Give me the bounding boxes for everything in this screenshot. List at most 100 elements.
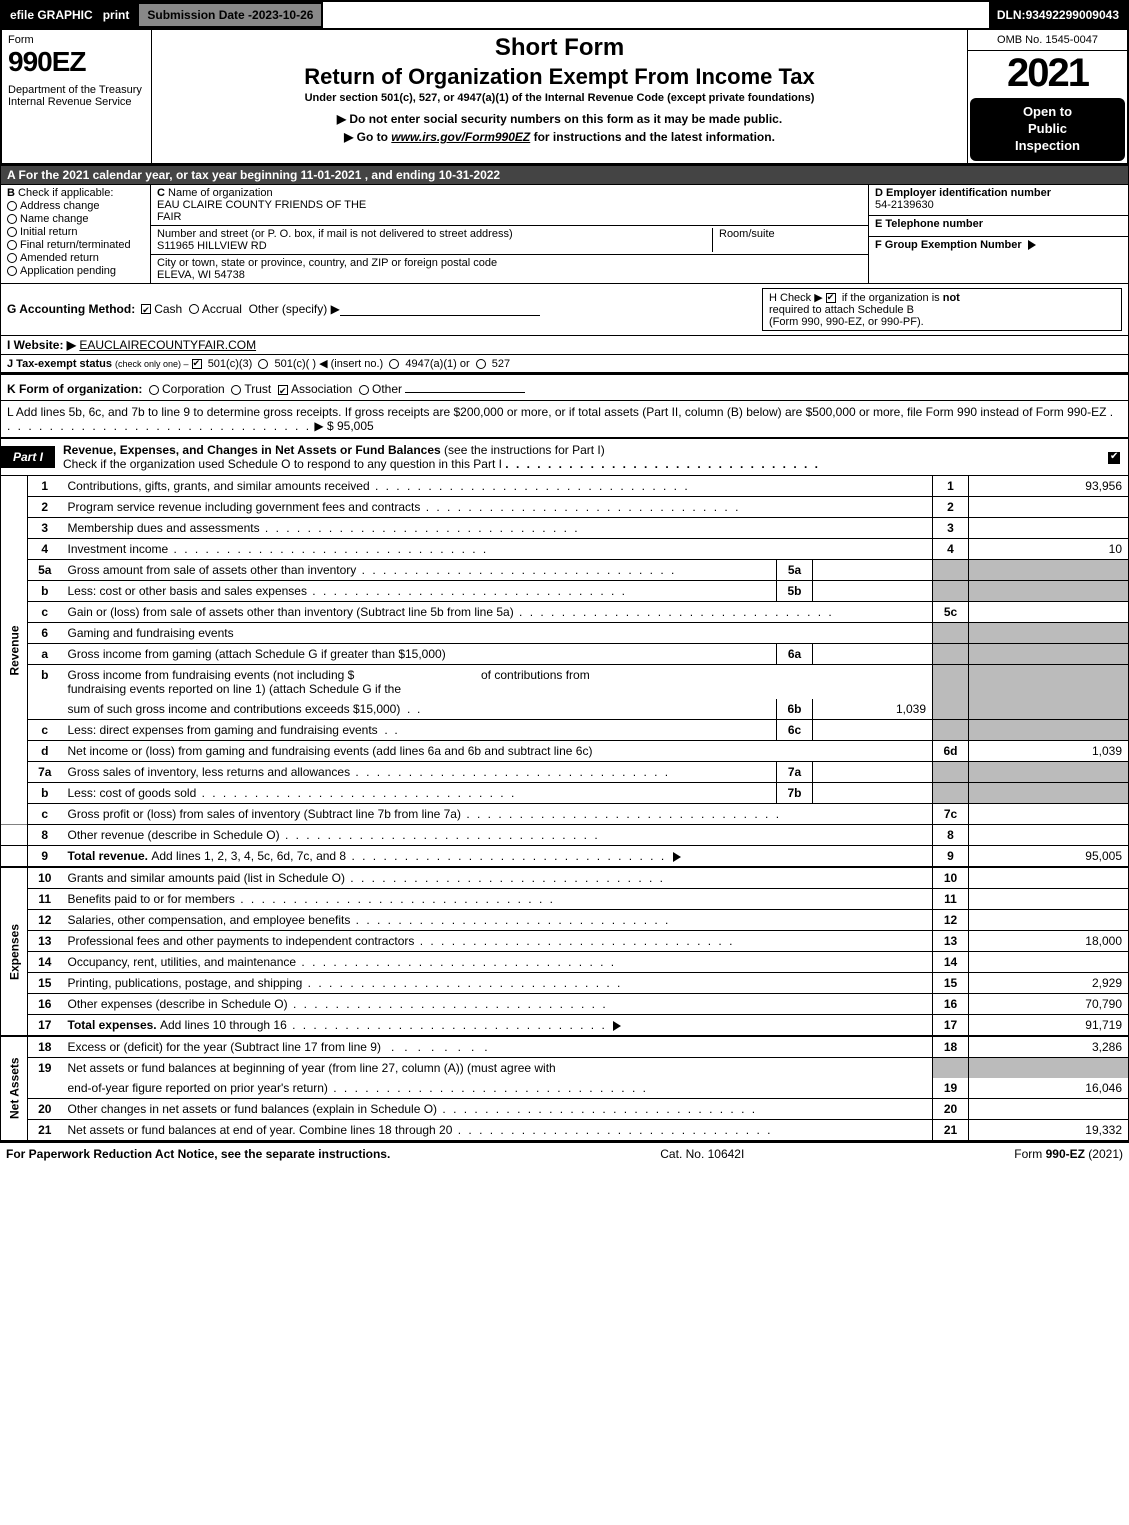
submission-date-label: Submission Date - [147,8,252,22]
line-18-amt: 3,286 [969,1036,1129,1058]
j-501c3[interactable] [192,359,202,369]
line-16-amt: 70,790 [969,993,1129,1014]
part1-tab: Part I [1,446,55,468]
b-opt-name[interactable]: Name change [7,213,144,225]
checkbox-accrual[interactable] [189,304,199,314]
part1-schedule-o-checkbox[interactable] [1108,452,1120,464]
arrow-icon [673,852,681,862]
efile-cell: efile GRAPHIC print [2,2,137,28]
dln-label: DLN: [997,8,1026,22]
line-4-amt: 10 [969,538,1129,559]
tax-year: 2021 [968,51,1127,96]
l-arrow: ▶ $ [314,419,333,433]
goto-link[interactable]: www.irs.gov/Form990EZ [391,130,530,144]
c-name-label: Name of organization [168,187,273,199]
line-13-amt: 18,000 [969,930,1129,951]
footer-right: Form 990-EZ (2021) [1014,1147,1123,1161]
b-letter: B [7,187,15,199]
b-opt-final[interactable]: Final return/terminated [7,239,144,251]
goto-line: ▶ Go to www.irs.gov/Form990EZ for instru… [160,130,959,144]
form-number: 990EZ [8,46,145,78]
g-label: G Accounting Method: [7,302,135,316]
k-assoc[interactable] [278,385,288,395]
j-4947[interactable] [389,359,399,369]
form-label: Form [8,34,145,46]
header-right: OMB No. 1545-0047 2021 Open to Public In… [967,30,1127,163]
j-o3: 4947(a)(1) or [405,358,469,370]
k-other[interactable] [359,385,369,395]
arrow-icon [1028,240,1036,250]
h-box: H Check ▶ if the organization is not req… [762,288,1122,331]
i-row: I Website: ▶ EAUCLAIRECOUNTYFAIR.COM [1,335,1128,354]
k-other-input[interactable] [405,379,525,393]
j-row: J Tax-exempt status (check only one) ‒ 5… [1,354,1128,372]
netassets-sidelabel: Net Assets [1,1036,28,1141]
h-pre: H Check ▶ [769,292,826,304]
k-row: K Form of organization: Corporation Trus… [0,373,1129,401]
line-6b-amt: 1,039 [813,699,933,720]
j-527[interactable] [476,359,486,369]
under-section: Under section 501(c), 527, or 4947(a)(1)… [160,92,959,104]
h-checkbox[interactable] [826,293,836,303]
g-cash: Cash [154,302,182,316]
l-value: 95,005 [337,419,374,433]
print-button[interactable]: print [103,8,130,22]
expenses-sidelabel: Expenses [1,867,28,1036]
j-o1: 501(c)(3) [208,358,253,370]
goto-pre: ▶ Go to [344,130,391,144]
line-21-amt: 19,332 [969,1119,1129,1141]
top-bar-left: efile GRAPHIC print Submission Date - 20… [2,2,323,28]
submission-date-cell: Submission Date - 2023-10-26 [137,2,323,28]
j-sub: (check only one) ‒ [115,359,189,369]
d-label: D Employer identification number [875,187,1122,199]
website-link[interactable]: EAUCLAIRECOUNTYFAIR.COM [79,338,256,352]
return-title: Return of Organization Exempt From Incom… [160,64,959,90]
header-left: Form 990EZ Department of the Treasury In… [2,30,152,163]
checkbox-cash[interactable] [141,304,151,314]
ein-value: 54-2139630 [875,199,1122,211]
l-row: L Add lines 5b, 6c, and 7b to line 9 to … [0,401,1129,438]
street-value: S11965 HILLVIEW RD [157,240,267,252]
line-19-amt: 16,046 [969,1078,1129,1099]
dln-cell: DLN: 93492299009043 [989,2,1127,28]
city-label: City or town, state or province, country… [157,257,497,269]
k-corp[interactable] [149,385,159,395]
short-form-title: Short Form [160,34,959,62]
part1-title: Revenue, Expenses, and Changes in Net As… [55,439,1108,475]
section-c: C Name of organization EAU CLAIRE COUNTY… [151,185,868,283]
line-15-amt: 2,929 [969,972,1129,993]
line-9-amt: 95,005 [969,845,1129,867]
part1-check-line: Check if the organization used Schedule … [63,457,502,471]
g-other-input[interactable] [340,302,540,316]
g-row: G Accounting Method: Cash Accrual Other … [1,284,1128,335]
b-opt-amended[interactable]: Amended return [7,252,144,264]
header-center: Short Form Return of Organization Exempt… [152,30,967,163]
top-bar: efile GRAPHIC print Submission Date - 20… [0,0,1129,30]
e-label: E Telephone number [875,218,983,230]
submission-date-value: 2023-10-26 [252,8,313,22]
b-opt-pending[interactable]: Application pending [7,265,144,277]
b-opt-address[interactable]: Address change [7,200,144,212]
g-other: Other (specify) ▶ [249,302,340,316]
f-label: F Group Exemption Number [875,239,1022,251]
j-o4: 527 [492,358,510,370]
dept-line1: Department of the Treasury [8,84,145,96]
b-opt-initial[interactable]: Initial return [7,226,144,238]
b-check-label: Check if applicable: [18,187,113,199]
revenue-sidelabel: Revenue [1,476,28,825]
k-label: K Form of organization: [7,382,142,396]
ghij-block: G Accounting Method: Cash Accrual Other … [0,284,1129,373]
open-line3: Inspection [974,138,1121,155]
k-trust[interactable] [231,385,241,395]
street-label: Number and street (or P. O. box, if mail… [157,228,513,240]
line-6d-amt: 1,039 [969,740,1129,761]
section-b: B Check if applicable: Address change Na… [1,185,151,283]
section-def: D Employer identification number 54-2139… [868,185,1128,283]
i-label: I Website: ▶ [7,338,76,352]
bc-row: B Check if applicable: Address change Na… [0,185,1129,284]
revenue-table: Revenue 1 Contributions, gifts, grants, … [0,476,1129,1142]
arrow-icon [613,1021,621,1031]
g-accrual: Accrual [202,302,242,316]
j-501c[interactable] [258,359,268,369]
c-letter: C [157,187,165,199]
